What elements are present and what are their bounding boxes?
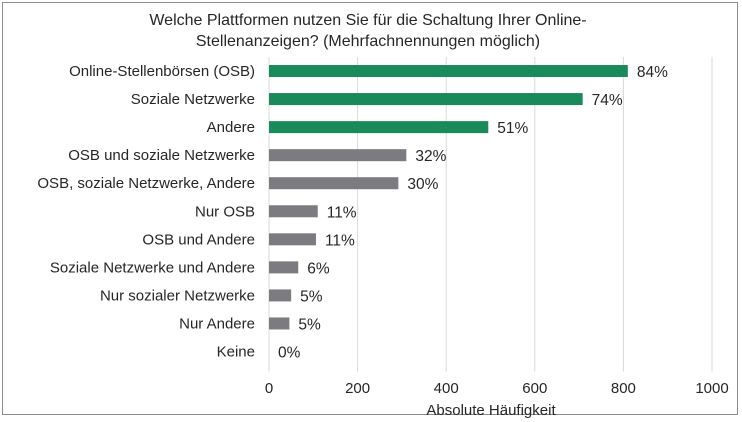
chart-title-line-1: Welche Plattformen nutzen Sie für die Sc… (149, 12, 586, 29)
category-label: Nur OSB (195, 203, 255, 220)
data-label: 6% (307, 260, 330, 277)
bar (269, 149, 407, 162)
data-label: 11% (325, 232, 355, 249)
data-label: 0% (278, 345, 301, 362)
x-tick-label: 800 (611, 380, 636, 397)
category-label: Online-Stellenbörsen (OSB) (69, 63, 255, 80)
x-tick-label: 200 (345, 380, 370, 397)
data-label: 5% (298, 316, 321, 333)
data-label: 5% (300, 288, 323, 305)
chart-title-line-2: Stellenanzeigen? (Mehrfachnennungen mögl… (196, 33, 540, 50)
x-axis-title: Absolute Häufigkeit (426, 402, 556, 419)
data-label: 51% (497, 120, 528, 137)
category-label: OSB, soziale Netzwerke, Andere (37, 175, 255, 192)
data-label: 74% (592, 92, 623, 109)
category-label: Nur Andere (179, 315, 255, 332)
category-label: Andere (207, 119, 255, 136)
category-label: OSB und soziale Netzwerke (68, 147, 255, 164)
bar (269, 233, 316, 246)
bar (269, 121, 489, 134)
category-label: Soziale Netzwerke (131, 91, 255, 108)
chart-title: Welche Plattformen nutzen Sie für die Sc… (149, 12, 586, 50)
data-label: 11% (327, 204, 357, 221)
category-label: OSB und Andere (142, 231, 255, 248)
data-labels: 84% 74% 51% 32% 30% 11% 11% 6% 5% 5% 0% (278, 64, 668, 362)
bars (269, 65, 628, 330)
x-tick-label: 600 (522, 380, 547, 397)
bar (269, 317, 290, 330)
category-label: Nur sozialer Netzwerke (100, 287, 255, 304)
category-label: Keine (217, 344, 255, 361)
x-tick-label: 0 (265, 380, 273, 397)
category-labels: Online-Stellenbörsen (OSB) Soziale Netzwe… (37, 63, 255, 361)
bar (269, 177, 399, 190)
bar (269, 93, 583, 106)
bar (269, 65, 628, 78)
category-label: Soziale Netzwerke und Andere (50, 259, 255, 276)
data-label: 30% (407, 176, 438, 193)
bar-chart: Welche Plattformen nutzen Sie für die Sc… (37, 12, 729, 419)
data-label: 32% (415, 148, 446, 165)
bar (269, 205, 318, 218)
x-tick-label: 1000 (695, 380, 728, 397)
bar (269, 261, 299, 274)
x-axis-ticks: 0 200 400 600 800 1000 (265, 380, 729, 397)
data-label: 84% (637, 64, 668, 81)
bar (269, 289, 292, 302)
x-tick-label: 400 (434, 380, 459, 397)
